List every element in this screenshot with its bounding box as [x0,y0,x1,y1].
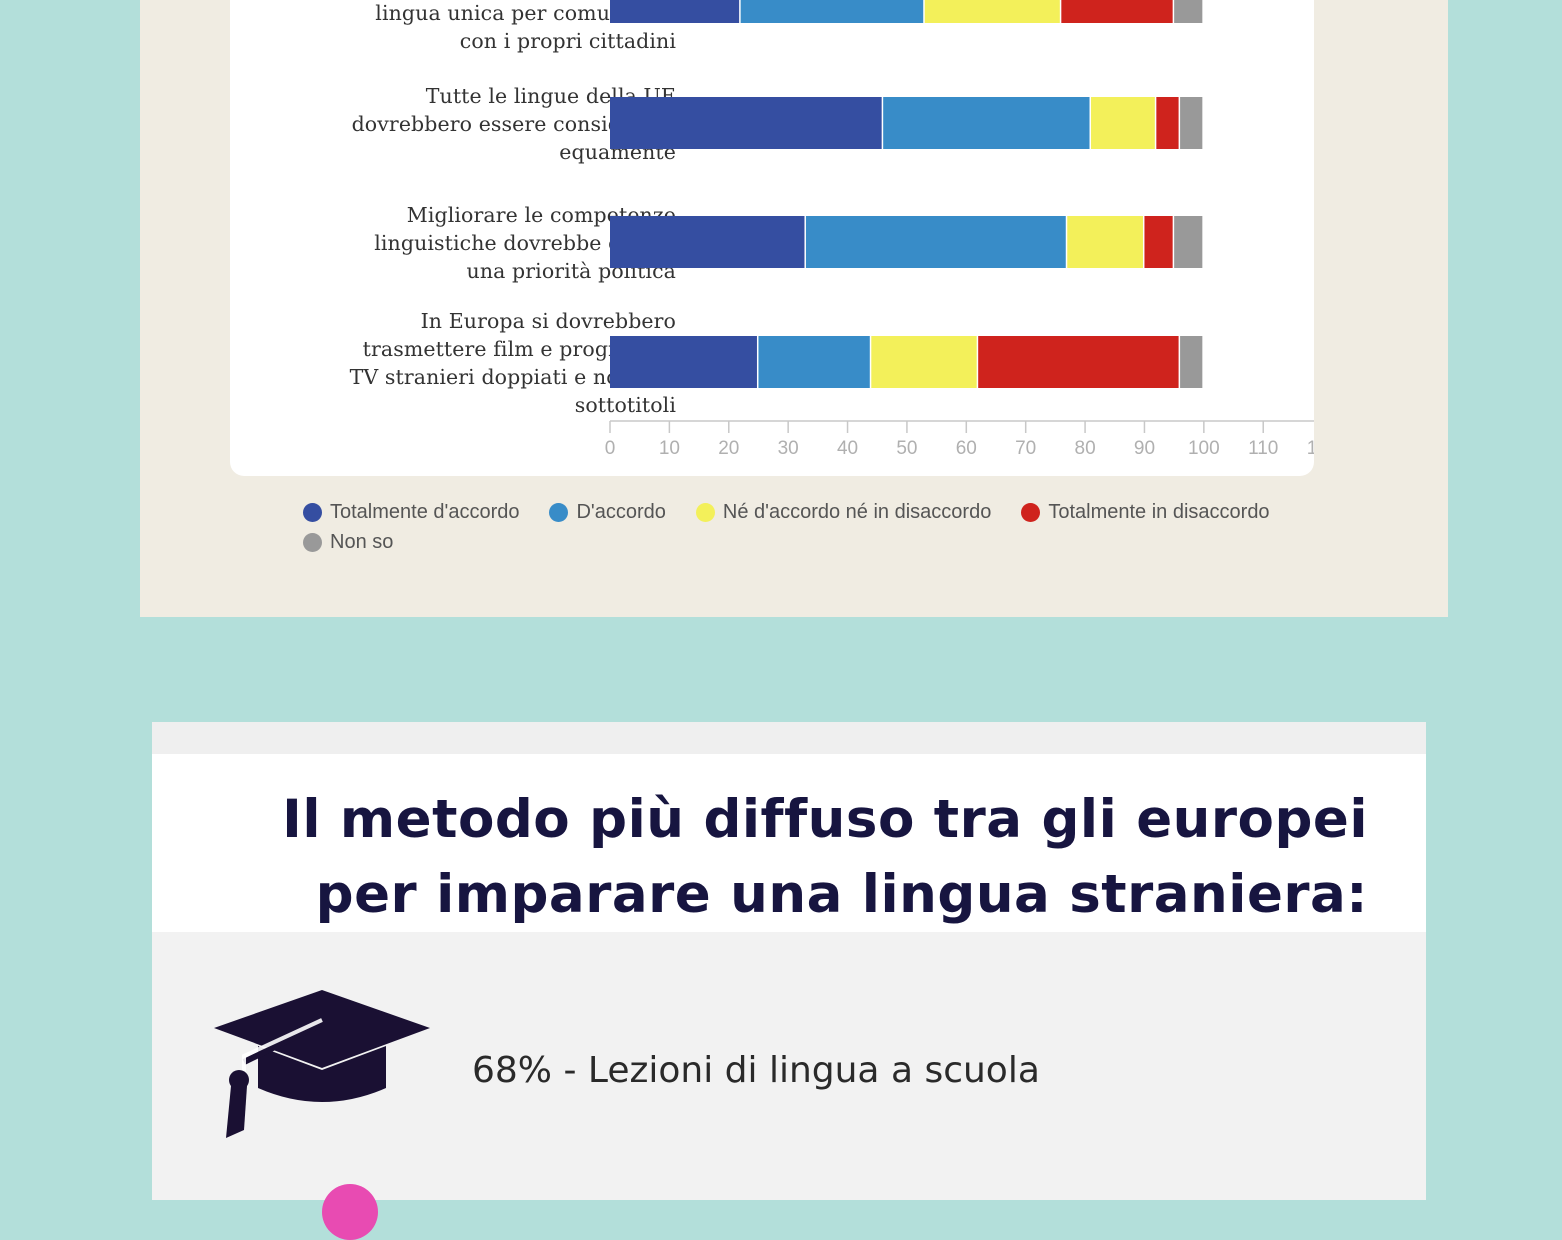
legend-item: Non so [303,531,393,554]
x-tick-label: 100 [1188,438,1220,459]
category-label: Tutte le lingue della UE dovrebbero esse… [351,84,676,164]
bar-segment [1180,97,1203,149]
x-tick-label: 40 [837,438,858,459]
method-title: Il metodo più diffuso tra gli europei pe… [282,782,1368,932]
bar-segment [610,336,757,388]
bar-segment [924,0,1060,23]
bar-segment [1156,97,1179,149]
method-item-school: 68% - Lezioni di lingua a scuola [472,1050,1040,1091]
x-tick-label: 120 [1307,438,1314,459]
bar-segment [740,0,924,23]
legend-label: Totalmente d'accordo [330,500,520,523]
x-tick-label: 10 [659,438,680,459]
x-tick-label: 20 [718,438,739,459]
title-box: Il metodo più diffuso tra gli europei pe… [152,754,1426,932]
method-card: Il metodo più diffuso tra gli europei pe… [152,722,1426,1240]
method-title-line-2: per imparare una lingua straniera: [315,864,1368,925]
method-title-line-1: Il metodo più diffuso tra gli europei [282,789,1368,850]
legend-swatch [303,532,322,552]
legend-item: Né d'accordo né in disaccordo [695,500,992,524]
legend-swatch [1021,502,1041,522]
bar-segment [978,336,1179,388]
bar-segment [1144,216,1173,268]
category-label: Migliorare le competenze linguistiche do… [374,203,676,283]
x-tick-label: 110 [1248,438,1278,459]
bar-segment [610,97,882,149]
x-tick-label: 50 [896,438,917,459]
bar-segment [883,97,1090,149]
bar-segment [1091,97,1155,149]
legend-swatch [695,502,715,522]
bar-segment [1174,216,1203,268]
legend-item: Totalmente in disaccordo [1021,500,1270,524]
legend-label: D'accordo [576,500,666,523]
bar-segment [610,0,740,23]
pink-circle-icon [322,1184,378,1240]
legend-item: Totalmente d'accordo [303,501,519,524]
bar-segment [610,216,805,268]
bar-segment [805,216,1066,268]
chart-panel: lingua unica per comunicare con i propri… [140,0,1448,617]
legend-label: Non so [330,530,394,553]
bar-segment [1180,336,1203,388]
top-strip [152,722,1426,754]
x-tick-label: 90 [1134,438,1155,459]
chart-legend: Totalmente d'accordo D'accordo Né d'accord… [303,497,1303,557]
legend-item: D'accordo [549,500,666,524]
bar-segment [1174,0,1203,23]
bar-segment [871,336,977,388]
x-tick-label: 30 [778,438,799,459]
bar-segment [758,336,870,388]
legend-swatch [549,502,569,522]
legend-swatch [303,502,322,522]
x-tick-label: 80 [1075,438,1096,459]
chart-card: lingua unica per comunicare con i propri… [230,0,1314,476]
stacked-bar-chart: 0102030405060708090100110120130 [605,0,1314,459]
x-tick-label: 0 [605,438,616,459]
x-tick-label: 70 [1015,438,1036,459]
graduation-cap-icon [214,990,430,1138]
bar-segment [1061,0,1173,23]
legend-label: Totalmente in disaccordo [1048,500,1270,523]
bar-segment [1067,216,1143,268]
x-tick-label: 60 [956,438,977,459]
legend-label: Né d'accordo né in disaccordo [722,500,992,523]
